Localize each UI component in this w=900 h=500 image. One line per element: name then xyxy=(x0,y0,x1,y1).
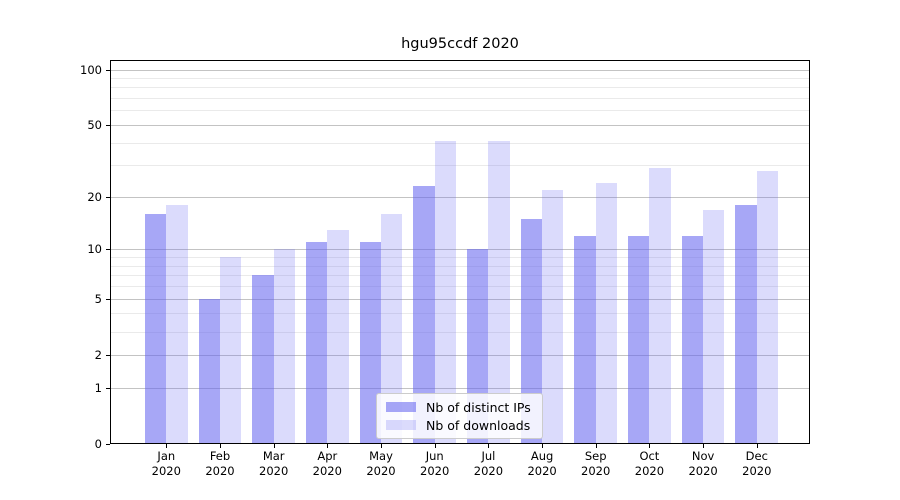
y-tick-mark-0 xyxy=(106,444,110,445)
gridline-minor-80 xyxy=(110,87,810,89)
x-tick-mark-may xyxy=(381,444,382,448)
bar-layer xyxy=(110,60,810,444)
bar-downloads-feb xyxy=(220,257,242,444)
y-tick-label-0: 0 xyxy=(94,437,102,451)
legend-swatch-icon xyxy=(386,420,416,430)
bar-distinct-ips-nov xyxy=(681,235,704,444)
gridline-minor-40 xyxy=(110,142,810,144)
y-tick-label-20: 20 xyxy=(87,189,102,204)
x-tick-label-apr: Apr 2020 xyxy=(312,449,342,478)
bar-downloads-mar xyxy=(273,249,296,444)
gridline-minor-7 xyxy=(110,275,810,277)
gridline-major-100 xyxy=(110,69,810,71)
legend-label: Nb of distinct IPs xyxy=(426,399,531,415)
bar-downloads-dec xyxy=(756,170,779,444)
x-tick-label-jul: Jul 2020 xyxy=(473,449,504,478)
y-tick-mark-50 xyxy=(106,124,110,126)
x-tick-mark-sep xyxy=(595,444,597,448)
y-tick-mark-10 xyxy=(106,249,110,251)
bar-distinct-ips-apr xyxy=(305,242,328,444)
x-tick-mark-jan xyxy=(166,444,168,448)
bar-downloads-sep xyxy=(595,182,618,444)
gridline-minor-70 xyxy=(110,98,810,100)
bar-distinct-ips-aug xyxy=(520,219,543,444)
y-tick-label-10: 10 xyxy=(87,242,102,257)
gridline-minor-3 xyxy=(110,331,810,333)
x-tick-mark-mar xyxy=(273,444,275,448)
x-tick-label-sep: Sep 2020 xyxy=(581,449,611,478)
bar-downloads-jul xyxy=(488,140,510,444)
x-tick-label-may: May 2020 xyxy=(366,449,396,478)
x-tick-mark-apr xyxy=(327,444,329,448)
bar-downloads-apr xyxy=(327,229,349,444)
bar-downloads-aug xyxy=(542,189,564,444)
gridline-minor-6 xyxy=(110,286,810,288)
y-tick-mark-1 xyxy=(106,387,110,389)
y-tick-mark-2 xyxy=(106,354,110,356)
y-tick-label-50: 50 xyxy=(87,117,102,132)
x-tick-mark-nov xyxy=(703,444,705,448)
x-tick-mark-feb xyxy=(220,444,221,448)
grid-layer xyxy=(110,60,810,444)
bar-distinct-ips-jan xyxy=(144,214,167,444)
bar-downloads-may xyxy=(381,214,403,444)
gridline-minor-9 xyxy=(110,257,810,259)
gridline-major-2 xyxy=(110,354,810,356)
gridline-minor-4 xyxy=(110,313,810,315)
y-tick-label-1: 1 xyxy=(94,380,102,395)
gridline-major-50 xyxy=(110,124,810,126)
x-tick-mark-jun xyxy=(434,444,436,448)
legend-item-distinct-ips: Nb of distinct IPs xyxy=(386,399,534,415)
gridline-minor-30 xyxy=(110,165,810,167)
bar-distinct-ips-sep xyxy=(574,235,596,444)
x-tick-label-aug: Aug 2020 xyxy=(527,449,557,478)
gridline-major-1 xyxy=(110,387,810,389)
x-tick-mark-aug xyxy=(542,444,544,448)
bar-distinct-ips-may xyxy=(359,242,381,444)
y-tick-mark-20 xyxy=(106,196,110,198)
x-tick-label-feb: Feb 2020 xyxy=(205,449,235,478)
bar-distinct-ips-mar xyxy=(252,275,274,444)
legend-item-downloads: Nb of downloads xyxy=(386,417,534,433)
gridline-major-20 xyxy=(110,196,810,198)
legend-swatch-icon xyxy=(386,402,416,412)
gridline-minor-90 xyxy=(110,78,810,79)
gridline-minor-60 xyxy=(110,110,810,112)
legend: Nb of distinct IPs Nb of downloads xyxy=(376,393,543,439)
legend-label: Nb of downloads xyxy=(426,417,531,433)
x-tick-mark-oct xyxy=(649,444,651,448)
plot-area xyxy=(110,60,810,444)
gridline-minor-8 xyxy=(110,265,810,267)
y-tick-label-100: 100 xyxy=(80,62,102,77)
x-tick-label-mar: Mar 2020 xyxy=(259,449,289,478)
bar-downloads-nov xyxy=(703,209,725,444)
bar-downloads-jun xyxy=(434,140,457,444)
x-tick-label-oct: Oct 2020 xyxy=(634,449,665,478)
bar-distinct-ips-dec xyxy=(735,205,757,444)
bar-distinct-ips-jun xyxy=(413,186,435,444)
x-tick-mark-dec xyxy=(756,444,758,448)
bar-distinct-ips-feb xyxy=(198,298,220,444)
gridline-major-5 xyxy=(110,298,810,300)
y-tick-mark-5 xyxy=(106,298,110,300)
y-tick-label-2: 2 xyxy=(94,347,102,362)
x-tick-mark-jul xyxy=(488,444,490,448)
x-tick-label-jan: Jan 2020 xyxy=(151,449,181,478)
bar-distinct-ips-oct xyxy=(628,235,650,444)
gridline-major-10 xyxy=(110,249,810,251)
x-tick-label-nov: Nov 2020 xyxy=(688,449,718,478)
y-tick-mark-100 xyxy=(106,69,110,71)
x-tick-label-jun: Jun 2020 xyxy=(420,449,450,478)
x-tick-label-dec: Dec 2020 xyxy=(742,449,772,478)
bar-downloads-oct xyxy=(649,168,671,444)
bar-downloads-jan xyxy=(166,205,188,444)
y-tick-label-5: 5 xyxy=(94,291,102,306)
chart-title: hgu95ccdf 2020 xyxy=(401,36,519,52)
